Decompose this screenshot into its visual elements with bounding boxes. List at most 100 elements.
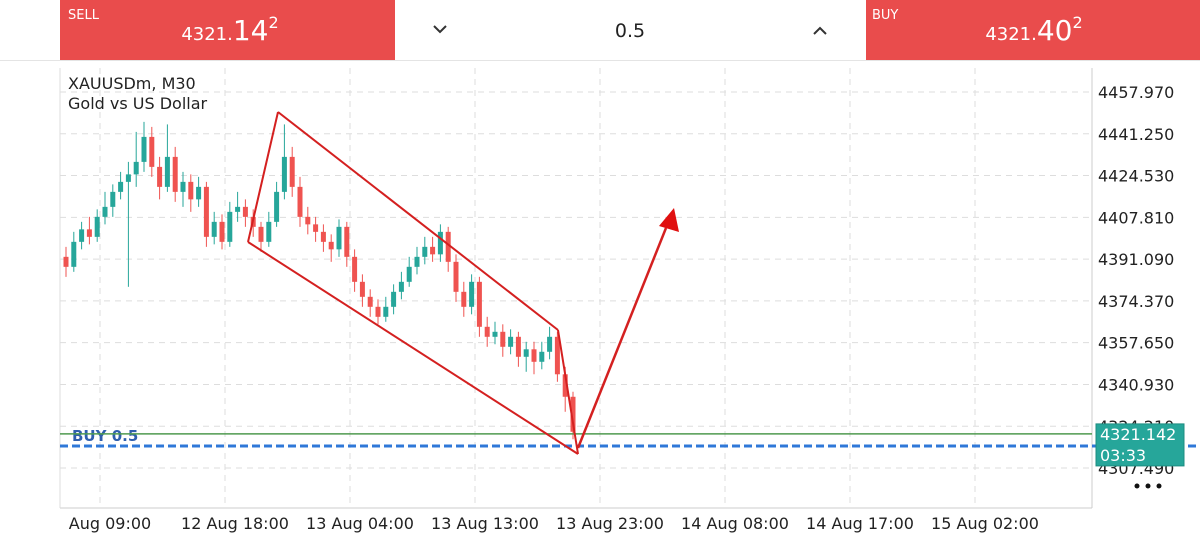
sell-label: SELL [68, 8, 100, 23]
candle-body [180, 181, 186, 192]
candle-body [500, 331, 506, 347]
price-tag [1095, 423, 1185, 467]
arrow-head [659, 208, 679, 232]
candle-body [406, 266, 412, 282]
candle-body [570, 396, 576, 432]
candle-body [157, 166, 163, 187]
candle-body [554, 336, 560, 375]
candle-body [172, 156, 178, 192]
candle-body [367, 296, 373, 307]
more-dot [1156, 483, 1162, 489]
sell-price-big: 14 [233, 14, 269, 47]
candle-body [274, 191, 280, 222]
candle-body [133, 161, 139, 175]
candle-body [149, 136, 155, 167]
candle-body [383, 306, 389, 317]
chart-subtitle: Gold vs US Dollar [68, 94, 208, 113]
candle-body [461, 291, 467, 307]
candle-body [531, 349, 537, 362]
sell-price: 4321.142 [181, 13, 278, 47]
y-tick-label: 4391.090 [1098, 250, 1174, 269]
x-tick-label: 13 Aug 13:00 [431, 514, 539, 533]
channel-lower [247, 241, 579, 455]
candle-body [125, 174, 131, 182]
x-tick-label: Aug 09:00 [69, 514, 151, 533]
x-tick-label: 13 Aug 23:00 [556, 514, 664, 533]
x-tick-label: 12 Aug 18:00 [181, 514, 289, 533]
sell-price-sup: 2 [268, 13, 278, 32]
candle-body [562, 374, 568, 397]
chart: 4457.970 4441.250 4424.530 4407.810 4391.090… [59, 68, 1200, 533]
candle-body [71, 241, 77, 267]
x-tick-label: 14 Aug 17:00 [806, 514, 914, 533]
y-tick-label: 4407.810 [1098, 208, 1174, 227]
candle-body [523, 349, 529, 357]
y-tick-label: 4374.370 [1098, 292, 1174, 311]
candle-body [469, 281, 475, 307]
candle-body [547, 336, 553, 352]
y-tick-label: 4357.650 [1098, 334, 1174, 353]
candle-body [266, 221, 272, 242]
order-label: BUY 0.5 [72, 427, 138, 445]
candle-body [375, 306, 381, 317]
candle-body [328, 241, 334, 250]
candle-body [289, 156, 295, 187]
candle-body [118, 181, 124, 192]
more-dot [1134, 483, 1140, 489]
candle-body [305, 216, 311, 225]
candle-body [476, 281, 482, 327]
candle-body [484, 326, 490, 337]
candle-body [235, 206, 241, 212]
candle-body [515, 336, 521, 357]
price-tag-value: 4321.142 [1100, 425, 1176, 444]
buy-price-sup: 2 [1072, 13, 1082, 32]
y-tick-label: 4457.970 [1098, 83, 1174, 102]
candle-body [110, 191, 116, 207]
channel-drawing [247, 111, 668, 455]
candle-body [336, 226, 342, 250]
candle-body [281, 156, 287, 192]
channel-left [247, 111, 279, 243]
candle-body [313, 224, 319, 232]
candle-body [63, 256, 69, 267]
x-tick-label: 14 Aug 08:00 [681, 514, 789, 533]
buy-price-big: 40 [1037, 14, 1073, 47]
lot-value[interactable]: 0.5 [615, 20, 645, 42]
candle-body [539, 351, 545, 362]
lot-increase[interactable] [813, 26, 827, 35]
candle-body [492, 331, 498, 337]
candle-body [445, 231, 451, 262]
candle-body [414, 256, 420, 267]
sell-button[interactable] [60, 0, 395, 60]
lot-decrease[interactable] [433, 25, 447, 34]
candle-body [141, 136, 147, 162]
candle-body [94, 216, 100, 237]
candle-body [188, 181, 194, 200]
candle-body [79, 229, 85, 242]
chart-title: XAUUSDm, M30 [68, 74, 196, 93]
buy-price-main: 4321. [985, 24, 1037, 45]
sell-price-main: 4321. [181, 24, 233, 45]
candle-body [242, 206, 248, 217]
candle-body [297, 186, 303, 217]
candle-body [352, 256, 358, 282]
candle-body [359, 281, 365, 297]
candle-body [196, 186, 202, 200]
buy-button[interactable] [866, 0, 1200, 60]
candle-body [508, 336, 514, 347]
buy-price: 4321.402 [985, 13, 1082, 47]
candle-body [211, 221, 217, 237]
candle-body [437, 231, 443, 255]
candle-body [258, 226, 264, 242]
channel-right [557, 329, 579, 455]
candle-body [344, 226, 350, 257]
candle-body [219, 221, 225, 242]
candle-body [320, 231, 326, 242]
x-tick-label: 13 Aug 04:00 [306, 514, 414, 533]
candle-body [164, 156, 170, 187]
candle-body [398, 281, 404, 292]
x-tick-label: 15 Aug 02:00 [931, 514, 1039, 533]
candle-body [453, 261, 459, 292]
